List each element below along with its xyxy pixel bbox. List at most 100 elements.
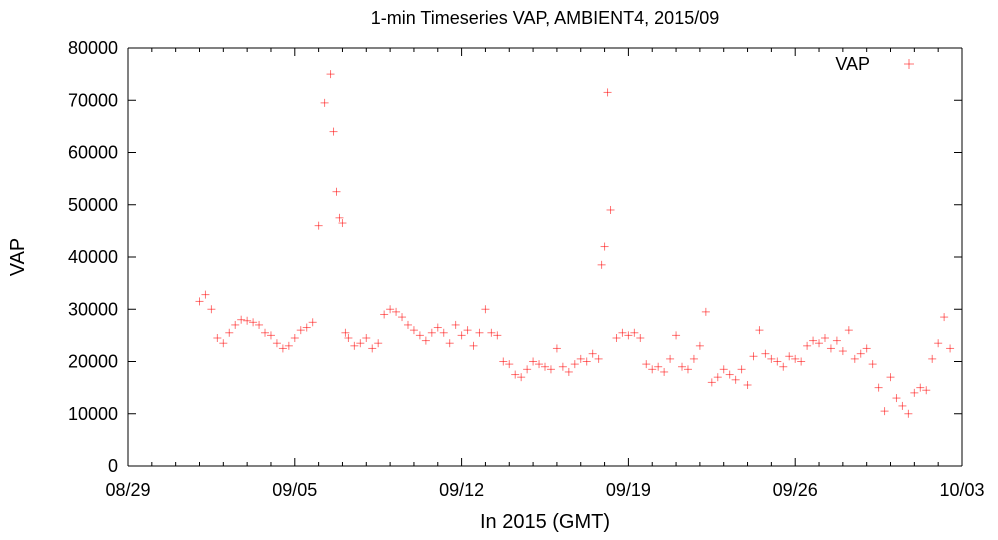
data-point bbox=[701, 307, 710, 316]
data-point bbox=[445, 339, 454, 348]
plot-frame bbox=[127, 47, 963, 467]
data-point bbox=[499, 357, 508, 366]
y-axis: 0 10000 20000 30000 40000 50000 60000 70000 8000… bbox=[68, 38, 962, 476]
data-point bbox=[213, 333, 222, 342]
data-point bbox=[654, 362, 663, 371]
data-point bbox=[329, 127, 338, 136]
data-point bbox=[934, 339, 943, 348]
y-tick-label: 0 bbox=[108, 456, 118, 476]
data-point bbox=[266, 331, 275, 340]
data-point bbox=[862, 344, 871, 353]
legend-label-vap: VAP bbox=[835, 54, 870, 74]
y-tick-label: 30000 bbox=[68, 299, 118, 319]
data-point bbox=[386, 305, 395, 314]
data-point bbox=[219, 339, 228, 348]
data-point bbox=[207, 305, 216, 314]
data-point bbox=[237, 315, 246, 324]
data-point bbox=[630, 328, 639, 337]
data-point bbox=[588, 349, 597, 358]
data-point bbox=[338, 219, 347, 228]
y-tick-label: 80000 bbox=[68, 38, 118, 58]
data-point bbox=[409, 326, 418, 335]
data-point bbox=[886, 373, 895, 382]
data-point bbox=[332, 187, 341, 196]
data-point bbox=[624, 331, 633, 340]
data-point bbox=[463, 326, 472, 335]
data-point bbox=[243, 316, 252, 325]
data-point bbox=[290, 333, 299, 342]
chart-title: 1-min Timeseries VAP, AMBIENT4, 2015/09 bbox=[371, 8, 720, 28]
data-point bbox=[678, 362, 687, 371]
data-point bbox=[791, 354, 800, 363]
data-point bbox=[922, 386, 931, 395]
x-axis: 08/29 09/05 09/12 09/19 09/26 10/03 bbox=[105, 48, 985, 500]
data-point bbox=[427, 328, 436, 337]
data-point bbox=[231, 320, 240, 329]
data-point bbox=[606, 205, 615, 214]
x-tick-label: 08/29 bbox=[105, 480, 150, 500]
data-point bbox=[803, 341, 812, 350]
data-point bbox=[898, 401, 907, 410]
y-tick-label: 10000 bbox=[68, 404, 118, 424]
data-point bbox=[475, 328, 484, 337]
data-point bbox=[344, 333, 353, 342]
y-tick-label: 60000 bbox=[68, 143, 118, 163]
data-point bbox=[707, 378, 716, 387]
data-point bbox=[362, 333, 371, 342]
data-point bbox=[820, 333, 829, 342]
y-tick-label: 20000 bbox=[68, 352, 118, 372]
data-point bbox=[844, 326, 853, 335]
data-point bbox=[278, 344, 287, 353]
data-point bbox=[856, 349, 865, 358]
data-point bbox=[302, 323, 311, 332]
y-tick-label: 50000 bbox=[68, 195, 118, 215]
data-point bbox=[815, 339, 824, 348]
data-point bbox=[421, 336, 430, 345]
data-point bbox=[523, 365, 532, 374]
data-point bbox=[552, 344, 561, 353]
data-point bbox=[695, 341, 704, 350]
data-point bbox=[874, 383, 883, 392]
y-tick-label: 40000 bbox=[68, 247, 118, 267]
data-point bbox=[433, 323, 442, 332]
data-point bbox=[755, 326, 764, 335]
data-point bbox=[743, 381, 752, 390]
data-point bbox=[320, 98, 329, 107]
data-point bbox=[600, 242, 609, 251]
data-point bbox=[368, 344, 377, 353]
y-tick-label: 70000 bbox=[68, 90, 118, 110]
data-point bbox=[541, 362, 549, 371]
data-point bbox=[946, 344, 955, 353]
data-point bbox=[767, 354, 776, 363]
data-point bbox=[689, 354, 698, 363]
data-point bbox=[511, 370, 520, 379]
data-point bbox=[809, 336, 818, 345]
data-point bbox=[469, 341, 478, 350]
data-point bbox=[335, 213, 344, 222]
data-point bbox=[403, 320, 412, 329]
x-tick-label: 09/26 bbox=[773, 480, 818, 500]
data-point bbox=[826, 344, 835, 353]
data-point bbox=[225, 328, 234, 337]
x-tick-label: 09/12 bbox=[439, 480, 484, 500]
data-point bbox=[672, 331, 681, 340]
data-point bbox=[415, 331, 424, 340]
data-point bbox=[832, 336, 841, 345]
data-point bbox=[725, 370, 734, 379]
vap-series bbox=[195, 70, 955, 418]
data-point bbox=[201, 290, 210, 299]
data-point bbox=[314, 221, 323, 230]
data-point bbox=[505, 360, 514, 369]
data-point bbox=[797, 357, 806, 366]
data-point bbox=[916, 383, 925, 392]
data-point bbox=[683, 365, 692, 374]
data-point bbox=[284, 341, 293, 350]
data-point bbox=[737, 365, 746, 374]
data-point bbox=[493, 331, 502, 340]
data-point bbox=[481, 305, 490, 314]
data-point bbox=[457, 331, 466, 340]
data-point bbox=[719, 365, 728, 374]
data-point bbox=[904, 409, 913, 418]
x-tick-label: 09/05 bbox=[272, 480, 317, 500]
